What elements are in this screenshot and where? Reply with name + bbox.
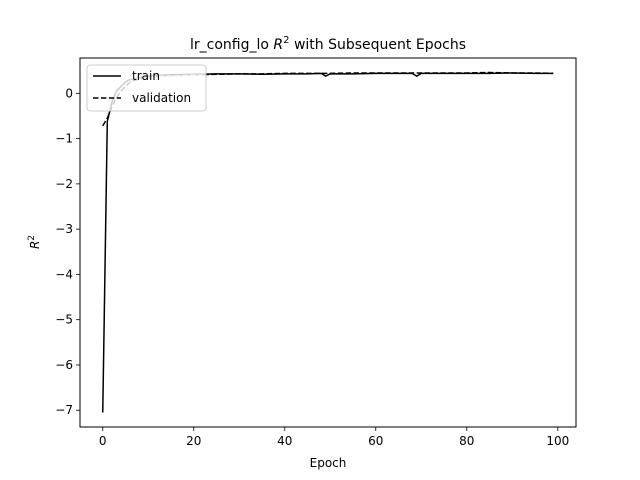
y-tick-label: −3 bbox=[55, 222, 73, 236]
plot-frame bbox=[79, 57, 577, 428]
chart-title: lr_config_lo R2 with Subsequent Epochs bbox=[190, 35, 466, 53]
y-tick-label: −2 bbox=[55, 177, 73, 191]
y-tick-label: −1 bbox=[55, 132, 73, 146]
legend-label-validation: validation bbox=[132, 91, 191, 105]
x-tick-label: 80 bbox=[459, 434, 474, 448]
y-tick-label: 0 bbox=[65, 86, 73, 100]
y-tick-label: −5 bbox=[55, 313, 73, 327]
x-tick-label: 0 bbox=[99, 434, 107, 448]
legend: train validation bbox=[86, 64, 207, 112]
x-tick-label: 20 bbox=[186, 434, 201, 448]
y-axis-title: R2 bbox=[27, 235, 42, 249]
x-axis: 0 20 40 60 80 100 bbox=[99, 427, 569, 448]
x-tick-label: 100 bbox=[546, 434, 569, 448]
x-axis-title: Epoch bbox=[310, 456, 347, 470]
x-tick-label: 60 bbox=[368, 434, 383, 448]
legend-label-train: train bbox=[132, 69, 160, 83]
y-axis: −7 −6 −5 −4 −3 −2 −1 0 bbox=[55, 86, 80, 417]
y-tick-label: −4 bbox=[55, 267, 73, 281]
y-tick-label: −6 bbox=[55, 358, 73, 372]
y-tick-label: −7 bbox=[55, 403, 73, 417]
x-tick-label: 40 bbox=[277, 434, 292, 448]
